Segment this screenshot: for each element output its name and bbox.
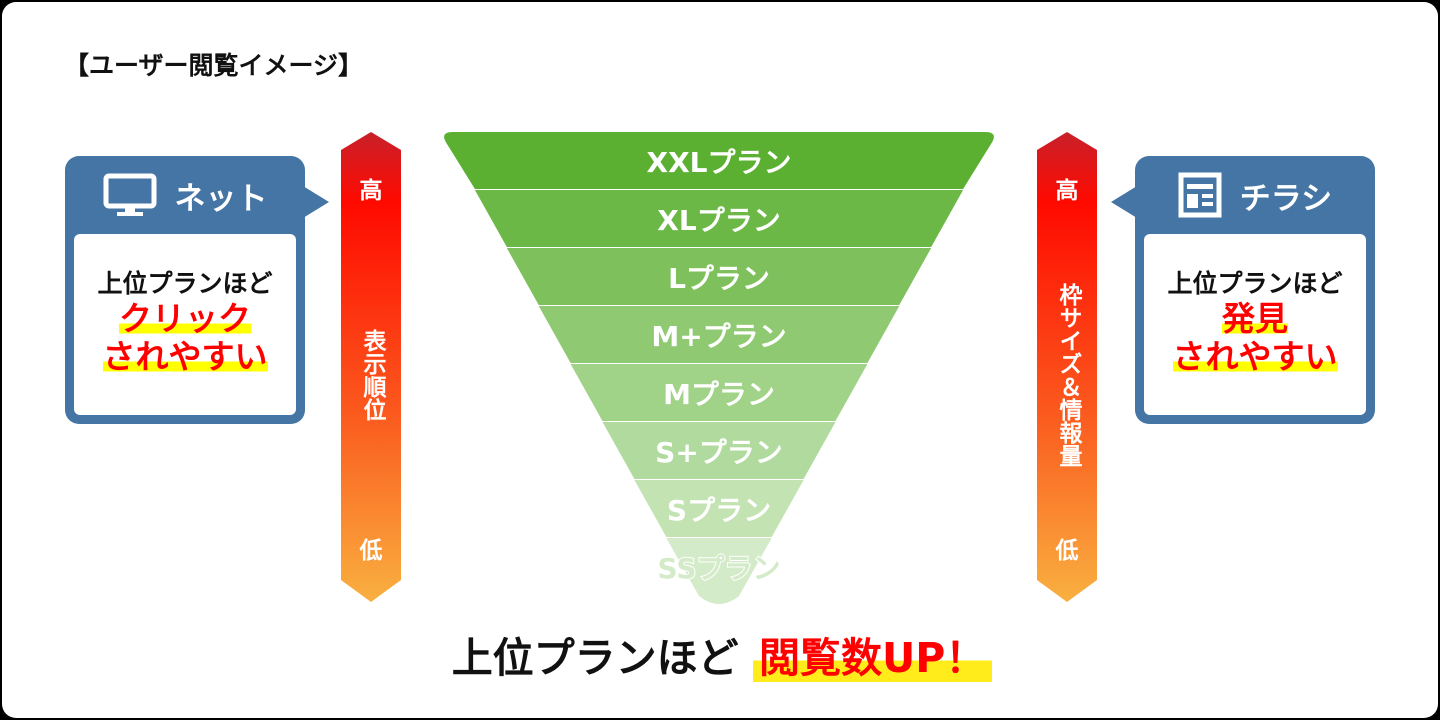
pointer (303, 186, 329, 218)
funnel-band (444, 132, 994, 189)
flyer-line3: されやすい (1172, 337, 1338, 376)
funnel-label: Lプラン (668, 262, 770, 295)
funnel-label: Sプラン (667, 494, 771, 527)
pointer (1111, 186, 1137, 218)
arrow-shape (341, 132, 401, 602)
bottom-message: 上位プランほど 閲覧数UP！ (2, 624, 1440, 684)
size-info-arrow: 高 枠サイズ＆情報量 低 (1037, 132, 1097, 602)
high-label: 高 (1055, 178, 1079, 204)
funnel-band (634, 480, 804, 537)
flyer-icon (1178, 172, 1222, 218)
funnel-label: M+プラン (651, 320, 786, 353)
arrow-shape (1037, 132, 1097, 602)
bottom-emphasis: 閲覧数UP！ (752, 634, 993, 682)
page-title: 【ユーザー閲覧イメージ】 (64, 51, 364, 80)
flyer-box: チラシ 上位プランほど 発見 されやすい (1111, 156, 1375, 424)
flyer-line1: 上位プランほど (1167, 269, 1343, 298)
flyer-line2: 発見 (1222, 299, 1288, 338)
low-label: 低 (1055, 538, 1079, 564)
rank-label: 表示順位 (359, 329, 385, 421)
funnel-band (506, 248, 932, 305)
funnel-label: S+プラン (655, 436, 783, 469)
funnel-band (666, 538, 772, 604)
funnel-band (474, 190, 964, 247)
net-box: ネット 上位プランほど クリック されやすい (65, 156, 329, 424)
funnel-label: SSプラン (657, 552, 780, 585)
funnel-label: Mプラン (663, 378, 775, 411)
net-heading: ネット (174, 180, 268, 217)
low-label: 低 (359, 538, 383, 564)
net-line2: クリック (119, 299, 251, 338)
display-rank-arrow: 高 表示順位 低 (341, 132, 401, 602)
flyer-heading: チラシ (1239, 180, 1333, 217)
funnel-band (602, 422, 836, 479)
funnel-band (570, 364, 868, 421)
funnel-band (538, 306, 900, 363)
bottom-text: 上位プランほど (451, 634, 739, 682)
net-line3: されやすい (102, 337, 268, 376)
funnel-label: XLプラン (657, 204, 780, 237)
size-label: 枠サイズ＆情報量 (1055, 283, 1081, 467)
funnel-label: XXLプラン (646, 146, 791, 179)
high-label: 高 (359, 178, 383, 204)
monitor-icon (103, 173, 156, 216)
net-line1: 上位プランほど (97, 269, 273, 298)
